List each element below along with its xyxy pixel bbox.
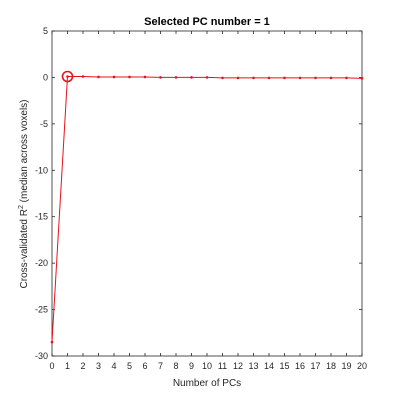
data-point <box>252 77 255 80</box>
data-point <box>82 75 85 78</box>
y-tick-label: 0 <box>43 72 48 82</box>
y-axis-label-rest: (median across voxels) <box>19 100 30 206</box>
data-point <box>175 76 178 79</box>
data-point <box>66 75 69 78</box>
y-tick-label: -15 <box>35 212 48 222</box>
data-point <box>221 77 224 80</box>
y-tick-label: 5 <box>43 26 48 36</box>
data-point <box>113 76 116 79</box>
data-point <box>144 76 147 79</box>
x-tick-label: 18 <box>326 361 336 371</box>
x-tick-label: 11 <box>218 361 227 371</box>
data-point <box>330 77 333 80</box>
x-tick-label: 12 <box>233 361 243 371</box>
data-point <box>268 77 271 80</box>
x-tick-label: 20 <box>357 361 367 371</box>
x-tick-label: 10 <box>202 361 212 371</box>
data-point <box>283 77 286 80</box>
data-point <box>345 77 348 80</box>
x-tick-label: 16 <box>295 361 305 371</box>
x-axis-label: Number of PCs <box>173 378 241 389</box>
data-point <box>51 341 54 344</box>
plot-frame <box>52 31 362 356</box>
y-axis-label: Cross-validated R2 (median across voxels… <box>18 100 30 289</box>
x-tick-label: 17 <box>310 361 320 371</box>
y-tick-label: -25 <box>35 305 48 315</box>
x-tick-label: 15 <box>279 361 289 371</box>
data-point <box>206 76 209 79</box>
x-tick-label: 9 <box>189 361 194 371</box>
data-point <box>314 77 317 80</box>
data-point <box>237 77 240 80</box>
y-tick-label: -20 <box>35 258 48 268</box>
x-tick-label: 0 <box>49 361 54 371</box>
chart-title: Selected PC number = 1 <box>144 16 270 28</box>
y-axis-label-main: Cross-validated R <box>19 209 30 288</box>
data-point <box>190 76 193 79</box>
data-point <box>159 76 162 79</box>
x-tick-label: 4 <box>111 361 116 371</box>
x-tick-label: 3 <box>96 361 101 371</box>
x-tick-label: 6 <box>142 361 147 371</box>
x-tick-label: 8 <box>173 361 178 371</box>
data-point <box>299 77 302 80</box>
y-tick-label: -30 <box>35 351 48 361</box>
y-tick-label: -10 <box>35 165 48 175</box>
y-tick-label: -5 <box>40 119 48 129</box>
x-tick-label: 13 <box>248 361 258 371</box>
x-tick-label: 5 <box>127 361 132 371</box>
x-tick-label: 14 <box>264 361 274 371</box>
data-point <box>128 76 131 79</box>
plot-area: 0 1 2 3 4 5 6 7 8 9 10 11 12 13 14 15 16 17 18 19 2050-5-10-… <box>35 26 367 371</box>
x-tick-label: 2 <box>80 361 85 371</box>
x-tick-label: 1 <box>65 361 70 371</box>
x-tick-label: 19 <box>341 361 351 371</box>
data-point <box>361 77 364 80</box>
data-point <box>97 76 100 79</box>
x-tick-label: 7 <box>158 361 163 371</box>
